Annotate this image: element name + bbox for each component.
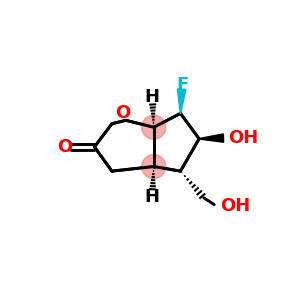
Polygon shape [199,134,224,142]
Text: F: F [177,76,189,94]
Circle shape [142,115,166,139]
Text: OH: OH [220,197,250,215]
Text: H: H [144,188,159,206]
Text: H: H [144,88,159,106]
Text: O: O [116,104,131,122]
Polygon shape [178,89,186,113]
Text: OH: OH [228,129,258,147]
Text: O: O [57,138,72,156]
Circle shape [142,154,166,178]
